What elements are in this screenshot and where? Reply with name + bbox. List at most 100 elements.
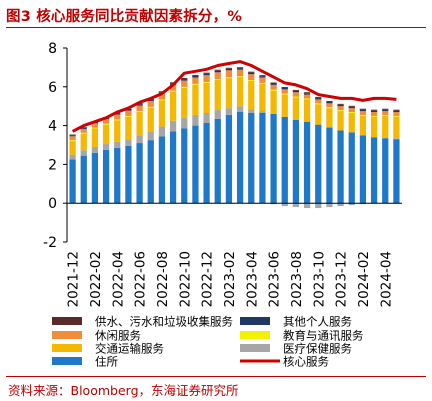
bar-segment: [248, 71, 255, 73]
bar-segment: [225, 78, 233, 109]
legend-swatch: [240, 331, 270, 339]
bar-segment: [281, 116, 288, 204]
x-tick-label: 2021-12: [66, 251, 82, 307]
bar-segment: [192, 74, 199, 76]
bar-segment: [315, 103, 322, 105]
bar-segment: [281, 93, 288, 95]
bar-segment: [382, 137, 389, 139]
bar-segment: [225, 114, 233, 204]
bar-segment: [125, 115, 132, 117]
bar-segment: [337, 110, 344, 112]
bar-segment: [181, 117, 188, 129]
bar-segment: [214, 110, 221, 119]
bar-segment: [147, 107, 154, 133]
bar-segment: [370, 115, 378, 117]
bar-segment: [236, 112, 244, 204]
bar-segment: [147, 106, 154, 108]
bar-segment: [337, 203, 344, 207]
bar-segment: [259, 111, 266, 113]
legend-swatch: [240, 317, 270, 325]
source-divider: [6, 376, 426, 377]
bar-segment: [259, 83, 266, 112]
bar-segment: [359, 114, 367, 116]
bar-segment: [136, 143, 143, 204]
bar-segment: [281, 87, 288, 90]
source-note: 资料来源：Bloomberg，东海证券研究所: [8, 383, 239, 398]
bar-segment: [315, 97, 322, 99]
bar-segment: [326, 101, 333, 104]
bar-segment: [225, 67, 233, 69]
bar-segment: [359, 115, 367, 136]
core-services-line: [71, 60, 397, 133]
bar-segment: [158, 126, 166, 137]
bar-segment: [370, 109, 378, 111]
bar-segment: [181, 128, 188, 204]
legend-label: 住所: [95, 355, 118, 369]
bar-segment: [337, 106, 344, 111]
y-tick-label: 0: [48, 196, 57, 212]
bar-segment: [337, 111, 344, 131]
bar-segment: [181, 86, 188, 88]
stacked-bar-chart: -2 0 2 4 6 8 2021-12 2022-02 2022-04 2022-06 2022-…: [43, 41, 402, 369]
bar-segment: [80, 127, 87, 128]
bar-segment: [382, 115, 389, 138]
bar-segment: [292, 203, 300, 208]
bar-segment: [292, 97, 300, 120]
x-tick-label: 2023-04: [244, 251, 260, 307]
bar-segment: [370, 110, 378, 113]
bar-segment: [348, 203, 355, 206]
bar-segment: [203, 81, 210, 83]
bar-segment: [225, 77, 233, 79]
bar-segment: [270, 83, 277, 85]
bar-segment: [382, 114, 389, 116]
bar-segment: [80, 133, 87, 151]
bar-segment: [147, 99, 154, 101]
bar-segment: [203, 75, 210, 82]
legend-label: 交通运输服务: [95, 342, 164, 356]
bar-segment: [91, 128, 99, 147]
bar-segment: [147, 132, 154, 141]
bar-segment: [326, 203, 333, 208]
bar-segment: [348, 112, 355, 133]
bar-segment: [382, 108, 389, 110]
bar-segment: [80, 132, 87, 134]
x-tick-label: 2023-10: [311, 251, 327, 307]
legend-swatch: [52, 317, 82, 325]
bar-segment: [91, 146, 99, 153]
bar-segment: [248, 109, 255, 113]
bar-segment: [114, 147, 121, 204]
bar-segment: [326, 127, 333, 204]
chart-title: 图3 核心服务同比贡献因素拆分，%: [6, 9, 243, 25]
bar-segment: [192, 75, 199, 78]
x-tick-label: 2022-12: [200, 251, 216, 307]
bar-segment: [203, 122, 210, 204]
x-tick-label: 2024-04: [378, 251, 394, 307]
bar-segment: [248, 112, 255, 204]
bar-segment: [214, 79, 221, 81]
bar-segment: [259, 76, 266, 78]
x-tick-label: 2023-12: [334, 251, 350, 307]
bar-segment: [382, 138, 389, 204]
bar-segment: [303, 92, 311, 94]
bar-segment: [248, 72, 255, 75]
legend-swatch: [52, 357, 82, 365]
bar-segment: [102, 124, 110, 145]
bar-segment: [136, 104, 143, 106]
bar-segment: [203, 82, 210, 113]
bar-segment: [326, 103, 333, 108]
bar-segment: [370, 116, 378, 138]
bar-segment: [303, 98, 311, 100]
x-tick-label: 2022-06: [133, 251, 149, 307]
bar-segment: [236, 77, 244, 107]
bar-segment: [214, 69, 221, 71]
bar-segment: [370, 112, 378, 116]
bar-segment: [69, 154, 76, 160]
bar-segment: [114, 141, 121, 148]
bar-segment: [136, 111, 143, 113]
bar-segment: [158, 93, 166, 100]
bar-segment: [203, 73, 210, 76]
bar-segment: [382, 109, 389, 112]
bar-segment: [147, 140, 154, 204]
bar-segment: [270, 82, 277, 84]
bar-segment: [393, 139, 400, 204]
